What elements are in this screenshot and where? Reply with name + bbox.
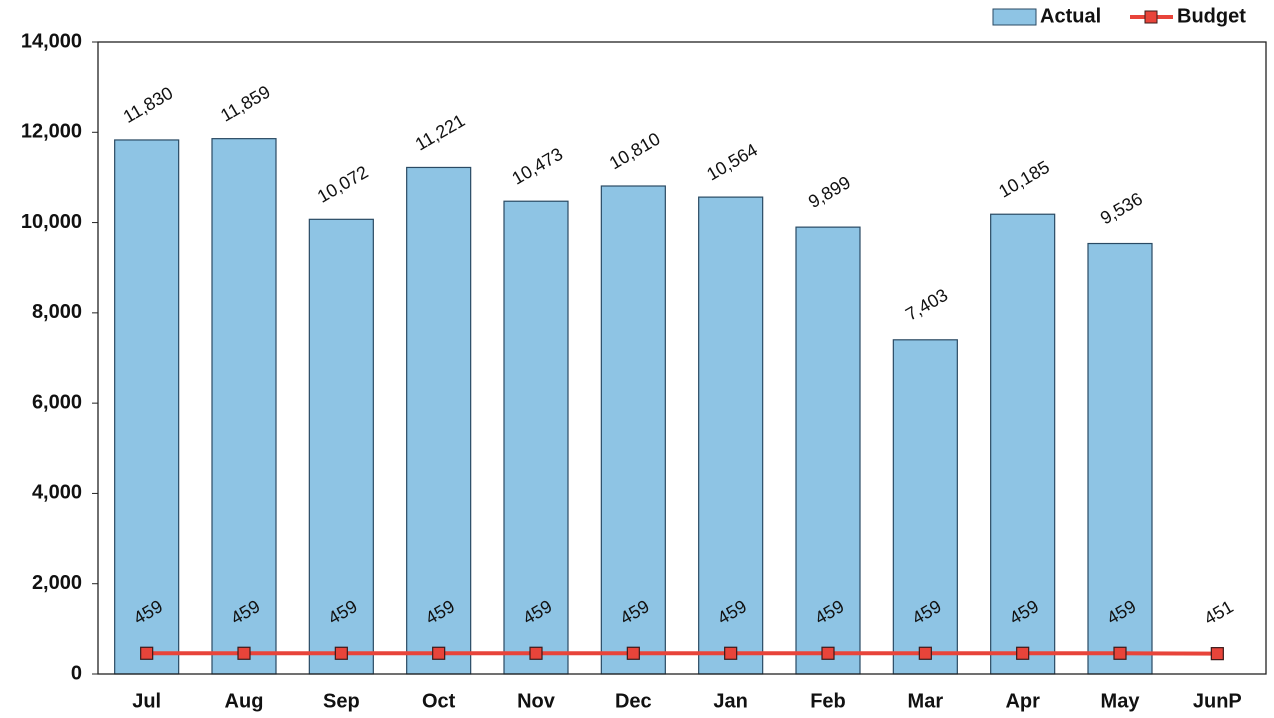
y-tick-label: 2,000 <box>32 572 82 594</box>
marker <box>529 646 543 660</box>
x-tick-label: Dec <box>615 690 652 712</box>
data-label: 7,403 <box>902 285 951 325</box>
marker <box>821 646 835 660</box>
y-tick-label: 10,000 <box>21 211 82 233</box>
data-label: 9,899 <box>805 172 854 212</box>
data-label: 11,859 <box>217 81 274 125</box>
bar <box>892 339 958 675</box>
x-tick-label: Apr <box>1005 690 1040 712</box>
x-tick-label: May <box>1101 690 1141 712</box>
bar <box>114 139 180 675</box>
data-label: 10,185 <box>995 157 1053 202</box>
marker <box>432 646 446 660</box>
y-tick-label: 8,000 <box>32 301 82 323</box>
x-tick-label: Sep <box>323 690 360 712</box>
x-tick-label: Aug <box>225 690 264 712</box>
bar <box>990 213 1056 675</box>
legend-marker <box>1144 10 1158 24</box>
data-label: 9,536 <box>1097 189 1146 229</box>
bar <box>211 138 277 675</box>
bar <box>698 196 764 675</box>
marker <box>334 646 348 660</box>
data-label: 10,473 <box>509 144 567 189</box>
x-tick-label: Jan <box>713 690 747 712</box>
x-tick-label: Mar <box>908 690 944 712</box>
x-tick-label: JunP <box>1193 690 1242 712</box>
plot-frame <box>97 41 1267 675</box>
x-tick-label: Jul <box>132 690 161 712</box>
y-tick-label: 14,000 <box>21 30 82 52</box>
x-tick-label: Feb <box>810 690 846 712</box>
marker <box>1113 646 1127 660</box>
marker <box>626 646 640 660</box>
legend-swatch <box>992 8 1037 26</box>
bar <box>1087 242 1153 675</box>
marker <box>1016 646 1030 660</box>
marker <box>724 646 738 660</box>
legend-label: Actual <box>1040 5 1101 27</box>
y-tick-label: 4,000 <box>32 482 82 504</box>
data-label: 11,221 <box>412 110 469 154</box>
marker <box>1210 647 1224 661</box>
y-tick-label: 0 <box>71 662 82 684</box>
y-tick-label: 6,000 <box>32 391 82 413</box>
bar <box>795 226 861 675</box>
data-label: 11,830 <box>120 83 177 127</box>
x-tick-label: Nov <box>517 690 556 712</box>
data-label: 451 <box>1201 596 1237 628</box>
marker <box>918 646 932 660</box>
bar <box>503 200 569 675</box>
marker <box>237 646 251 660</box>
bar <box>308 218 374 675</box>
bar <box>600 185 666 675</box>
legend-label: Budget <box>1177 5 1246 27</box>
data-label: 10,072 <box>314 162 372 207</box>
data-label: 10,810 <box>606 128 664 173</box>
bar <box>406 166 472 675</box>
data-label: 10,564 <box>703 140 761 185</box>
y-tick-label: 12,000 <box>21 121 82 143</box>
x-tick-label: Oct <box>422 690 456 712</box>
marker <box>140 646 154 660</box>
